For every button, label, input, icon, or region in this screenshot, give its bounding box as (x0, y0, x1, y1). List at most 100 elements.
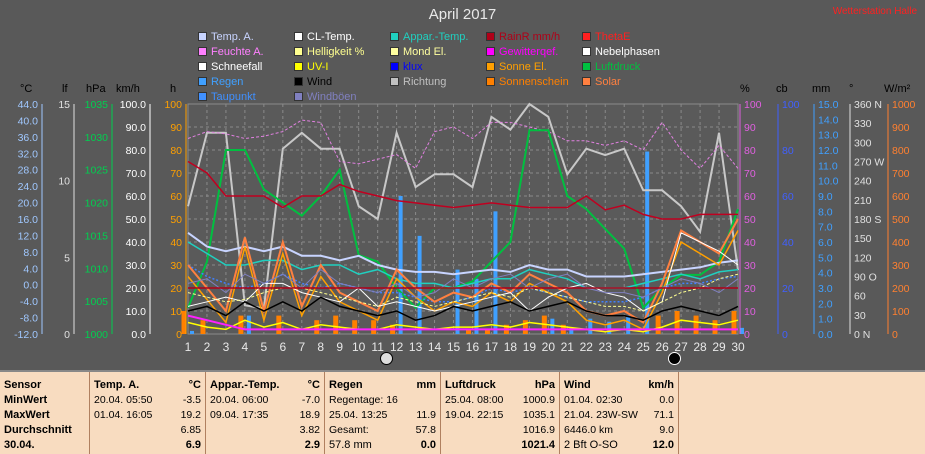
appar-max-value: 18.9 (299, 409, 320, 421)
x-tick-label: 1 (185, 340, 192, 354)
axis-tick-label-kmh: 100.0 (120, 99, 146, 111)
x-tick-label: 26 (655, 340, 669, 354)
axis-tick-label-wm2: 1000 (892, 99, 916, 111)
axis-tick-label-wm2: 100 (892, 306, 910, 318)
wind-max-time: 21.04. 23W-SW (564, 409, 638, 421)
legend-swatch-17 (390, 77, 399, 86)
x-tick-label: 9 (336, 340, 343, 354)
legend-label-14: Luftdruck (595, 61, 641, 73)
legend-swatch-16 (294, 77, 303, 86)
x-tick-label: 7 (298, 340, 305, 354)
axis-tick-label-mm: 3.0 (818, 283, 833, 295)
axis-tick-label-mm: 5.0 (818, 252, 833, 264)
temp-unit: °C (188, 379, 201, 391)
regen-max-value: 11.9 (416, 409, 436, 421)
bar-regen-13 (417, 235, 422, 334)
axis-tick-label-cb: 100 (782, 99, 800, 111)
legend-label-11: UV-I (307, 61, 329, 73)
x-tick-label: 24 (618, 340, 632, 354)
bar-sonnenschein-4 (238, 315, 244, 334)
axis-tick-label-temp: 20.0 (18, 198, 39, 210)
series-line-feuchte-a- (187, 119, 739, 170)
axis-tick-label-h: 50 (170, 214, 182, 226)
axis-unit-pct: % (740, 83, 750, 95)
series-line-solar (187, 218, 739, 324)
axis-tick-label-hpa: 1015 (85, 230, 109, 242)
axis-tick-label-hpa: 1035 (85, 99, 109, 111)
axis-tick-label-hpa: 1020 (85, 198, 109, 210)
row-label-current: 30.04. (4, 439, 35, 451)
luft-min-time: 25.04. 08:00 (445, 394, 504, 406)
wind-distance: 6446.0 km (564, 424, 614, 436)
regen-max-time: 25.04. 13:25 (329, 409, 388, 421)
x-tick-label: 4 (242, 340, 249, 354)
series-line-appar-temp- (187, 241, 739, 289)
bar-sonnenschein-2 (200, 320, 206, 334)
axis-unit-kmh: km/h (116, 83, 140, 95)
legend-label-9: Nebelphasen (595, 46, 660, 58)
luft-current-value: 1021.4 (521, 439, 555, 451)
bar-regen-16 (474, 278, 479, 334)
x-tick-label: 10 (352, 340, 366, 354)
legend-swatch-21 (294, 92, 303, 101)
x-tick-label: 19 (523, 340, 537, 354)
series-line-windb-en (187, 268, 739, 298)
axis-tick-label-pct: 60 (744, 191, 756, 203)
legend-entry-17: Richtung (390, 76, 446, 88)
wind-title: Wind (564, 379, 591, 391)
luft-unit: hPa (534, 379, 555, 391)
axis-tick-label-kmh: 40.0 (126, 237, 147, 249)
axis-tick-label-pct: 90 (744, 122, 756, 134)
statistics-table: Sensor MinWert MaxWert Durchschnitt 30.0… (0, 370, 925, 454)
legend-swatch-11 (294, 62, 303, 71)
temp-title: Temp. A. (94, 379, 140, 391)
axis-tick-label-lf: 0 (64, 329, 70, 341)
regen-column: Regen mm Regentage: 16 25.04. 13:25 11.9 G… (324, 372, 440, 454)
x-tick-label: 5 (261, 340, 268, 354)
legend-label-7: Mond El. (403, 46, 447, 58)
temp-avg-value: 6.85 (180, 424, 201, 436)
axis-tick-label-kmh: 90.0 (126, 122, 147, 134)
axis-tick-label-lf: 10 (58, 176, 70, 188)
appar-min-value: -7.0 (301, 394, 320, 406)
bar-sonnenschein-17 (484, 329, 490, 334)
axis-tick-label-kmh: 70.0 (126, 168, 147, 180)
appar-title: Appar.-Temp. (210, 379, 280, 391)
bar-regen-17 (493, 211, 498, 334)
legend-swatch-0 (198, 32, 207, 41)
legend-swatch-12 (390, 62, 399, 71)
axis-tick-label-deg: 330 (854, 118, 872, 130)
axis-tick-label-temp: 24.0 (18, 181, 39, 193)
appar-unit: °C (307, 379, 320, 391)
temp-max-time: 01.04. 16:05 (94, 409, 153, 421)
legend-entry-11: UV-I (294, 61, 328, 73)
axis-tick-label-hpa: 1010 (85, 263, 109, 275)
legend-entry-20: Taupunkt (198, 91, 256, 103)
axis-tick-label-deg: 90 O (854, 272, 877, 284)
legend-swatch-6 (294, 47, 303, 56)
axis-tick-label-wm2: 0 (892, 329, 898, 341)
moon-full-icon (668, 352, 681, 365)
legend-swatch-13 (486, 62, 495, 71)
axis-tick-label-hpa: 1025 (85, 165, 109, 177)
legend-label-0: Temp. A. (211, 31, 254, 43)
axis-tick-label-pct: 10 (744, 306, 756, 318)
axis-tick-label-wm2: 500 (892, 214, 910, 226)
x-tick-label: 17 (485, 340, 499, 354)
axis-tick-label-cb: 0 (782, 329, 788, 341)
temp-min-value: -3.5 (182, 394, 201, 406)
legend-label-12: klux (403, 61, 423, 73)
regen-days: Regentage: 16 (329, 394, 398, 406)
axis-tick-label-temp: -12.0 (14, 329, 38, 341)
legend-entry-3: RainR mm/h (486, 31, 560, 43)
axis-tick-label-mm: 11.0 (818, 160, 838, 172)
legend-label-17: Richtung (403, 76, 447, 88)
axis-tick-label-pct: 100 (744, 99, 762, 111)
axis-tick-label-deg: 360 N (854, 99, 882, 111)
axis-tick-label-pct: 50 (744, 214, 756, 226)
x-tick-label: 15 (447, 340, 461, 354)
x-tick-label: 12 (390, 340, 404, 354)
bar-regen-15 (455, 269, 460, 334)
axis-tick-label-mm: 6.0 (818, 237, 833, 249)
x-tick-label: 22 (580, 340, 594, 354)
